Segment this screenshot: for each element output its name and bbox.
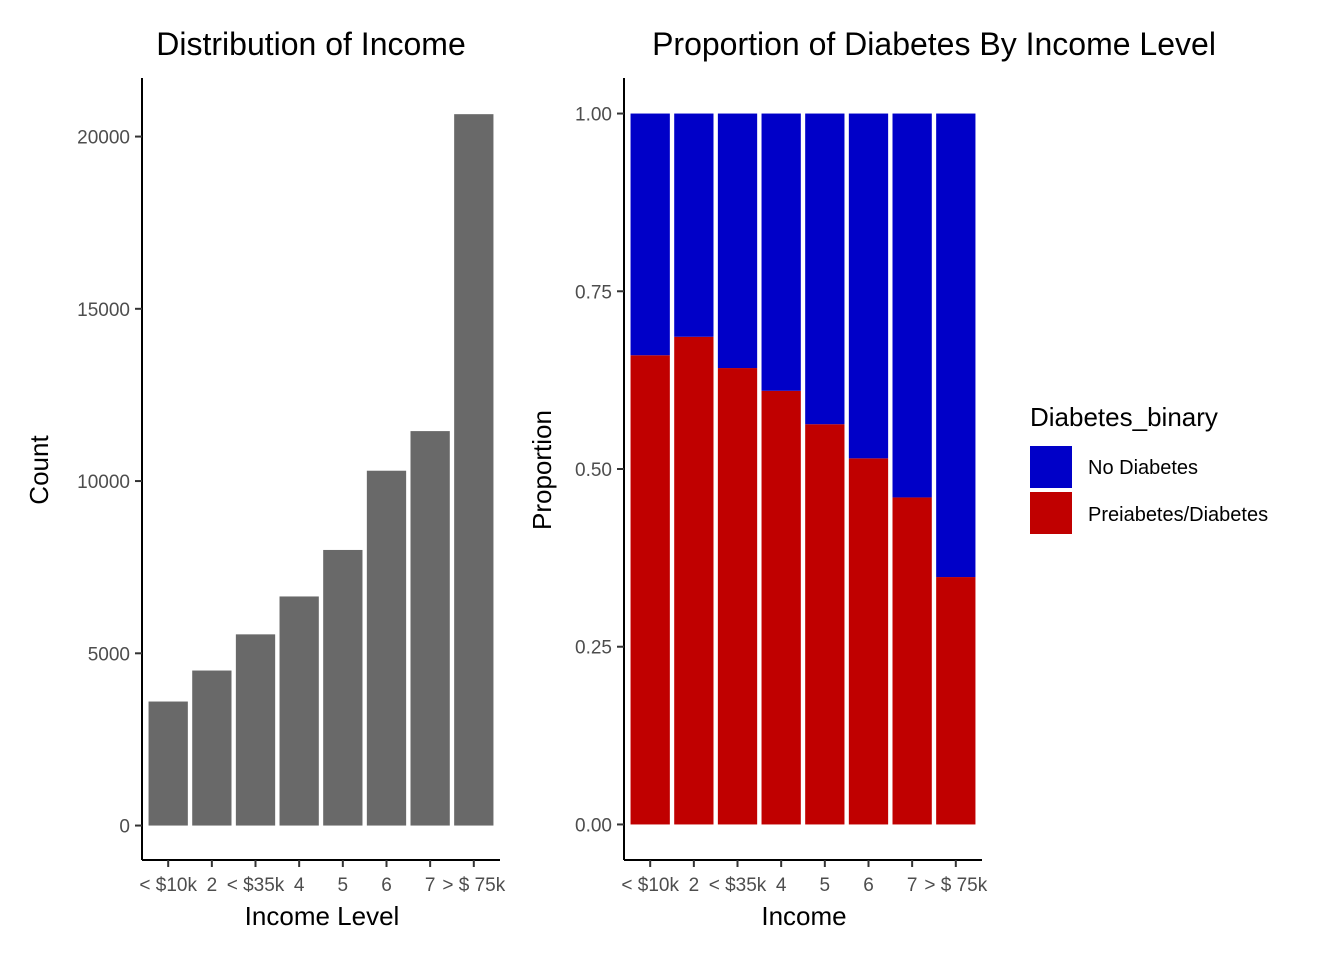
- x-tick-label: > $ 75k: [442, 875, 505, 896]
- bar-segment: [936, 577, 976, 825]
- x-tick-label: 7: [907, 875, 918, 896]
- y-tick-label: 1.00: [575, 105, 612, 126]
- y-tick-label: 5000: [88, 644, 130, 665]
- y-tick-label: 20000: [77, 128, 130, 149]
- x-tick-label: 6: [863, 875, 874, 896]
- diabetes-proportion-chart: Proportion of Diabetes By Income Level I…: [527, 26, 1268, 931]
- y-axis-title: Proportion: [527, 410, 557, 530]
- legend-title: Diabetes_binary: [1030, 402, 1218, 432]
- legend-swatch-diabetes: [1030, 492, 1072, 534]
- bar: [192, 670, 232, 826]
- bar-segment: [761, 390, 801, 825]
- x-axis-title: Income: [761, 901, 846, 931]
- y-tick-label: 0.75: [575, 282, 612, 303]
- axes: 0.00 0.25 0.50 0.75 1.00 < $10k 2 < $35k 4 5 6 7 > $…: [575, 78, 988, 896]
- bar-segment: [892, 113, 932, 498]
- x-tick-label: 7: [425, 875, 436, 896]
- chart-title: Proportion of Diabetes By Income Level: [652, 26, 1216, 62]
- bar: [235, 634, 276, 826]
- legend-label-no-diabetes: No Diabetes: [1088, 457, 1198, 479]
- x-tick-label: < $35k: [709, 875, 767, 896]
- bar-segment: [805, 424, 845, 825]
- x-tick-label: < $35k: [227, 875, 285, 896]
- x-tick-label: 4: [776, 875, 787, 896]
- x-tick-label: 6: [381, 875, 392, 896]
- stacked-bars: [630, 113, 976, 825]
- bar: [323, 549, 363, 826]
- y-tick-label: 0.00: [575, 815, 612, 836]
- income-distribution-chart: Distribution of Income Income Level Coun…: [24, 26, 506, 931]
- y-tick-label: 0.50: [575, 460, 612, 481]
- chart-title: Distribution of Income: [156, 26, 465, 62]
- x-tick-label: < $10k: [621, 875, 679, 896]
- x-tick-label: 5: [338, 875, 349, 896]
- x-tick-label: 4: [294, 875, 305, 896]
- bar-segment: [630, 113, 670, 356]
- bar: [148, 701, 188, 826]
- y-tick-label: 0: [119, 817, 130, 838]
- y-tick-label: 10000: [77, 472, 130, 493]
- legend: Diabetes_binary No Diabetes Preiabetes/D…: [1030, 402, 1268, 534]
- y-tick-label: 0.25: [575, 638, 612, 659]
- bar-segment: [936, 113, 976, 578]
- bar-segment: [717, 113, 758, 369]
- bar: [410, 431, 450, 826]
- x-tick-label: 5: [820, 875, 831, 896]
- bar-segment: [892, 497, 932, 825]
- x-tick-label: 2: [207, 875, 218, 896]
- bars: [148, 114, 494, 826]
- x-tick-label: > $ 75k: [924, 875, 987, 896]
- bar-segment: [761, 113, 801, 391]
- y-tick-label: 15000: [77, 300, 130, 321]
- x-tick-label: 2: [689, 875, 700, 896]
- bar-segment: [717, 368, 758, 825]
- y-axis-title: Count: [24, 435, 54, 505]
- bar: [279, 596, 319, 826]
- legend-swatch-no-diabetes: [1030, 446, 1072, 488]
- bar: [366, 470, 407, 826]
- bar-segment: [848, 113, 889, 459]
- bar-segment: [630, 355, 670, 825]
- axes: 0 5000 10000 15000 20000 < $10k 2 < $35k 4 5 6 7 > $…: [77, 78, 506, 896]
- bar-segment: [674, 336, 714, 825]
- bar-segment: [674, 113, 714, 337]
- bar-segment: [805, 113, 845, 425]
- x-tick-label: < $10k: [139, 875, 197, 896]
- bar: [454, 114, 494, 826]
- legend-label-diabetes: Preiabetes/Diabetes: [1088, 504, 1268, 526]
- x-axis-title: Income Level: [245, 901, 400, 931]
- bar-segment: [848, 458, 889, 825]
